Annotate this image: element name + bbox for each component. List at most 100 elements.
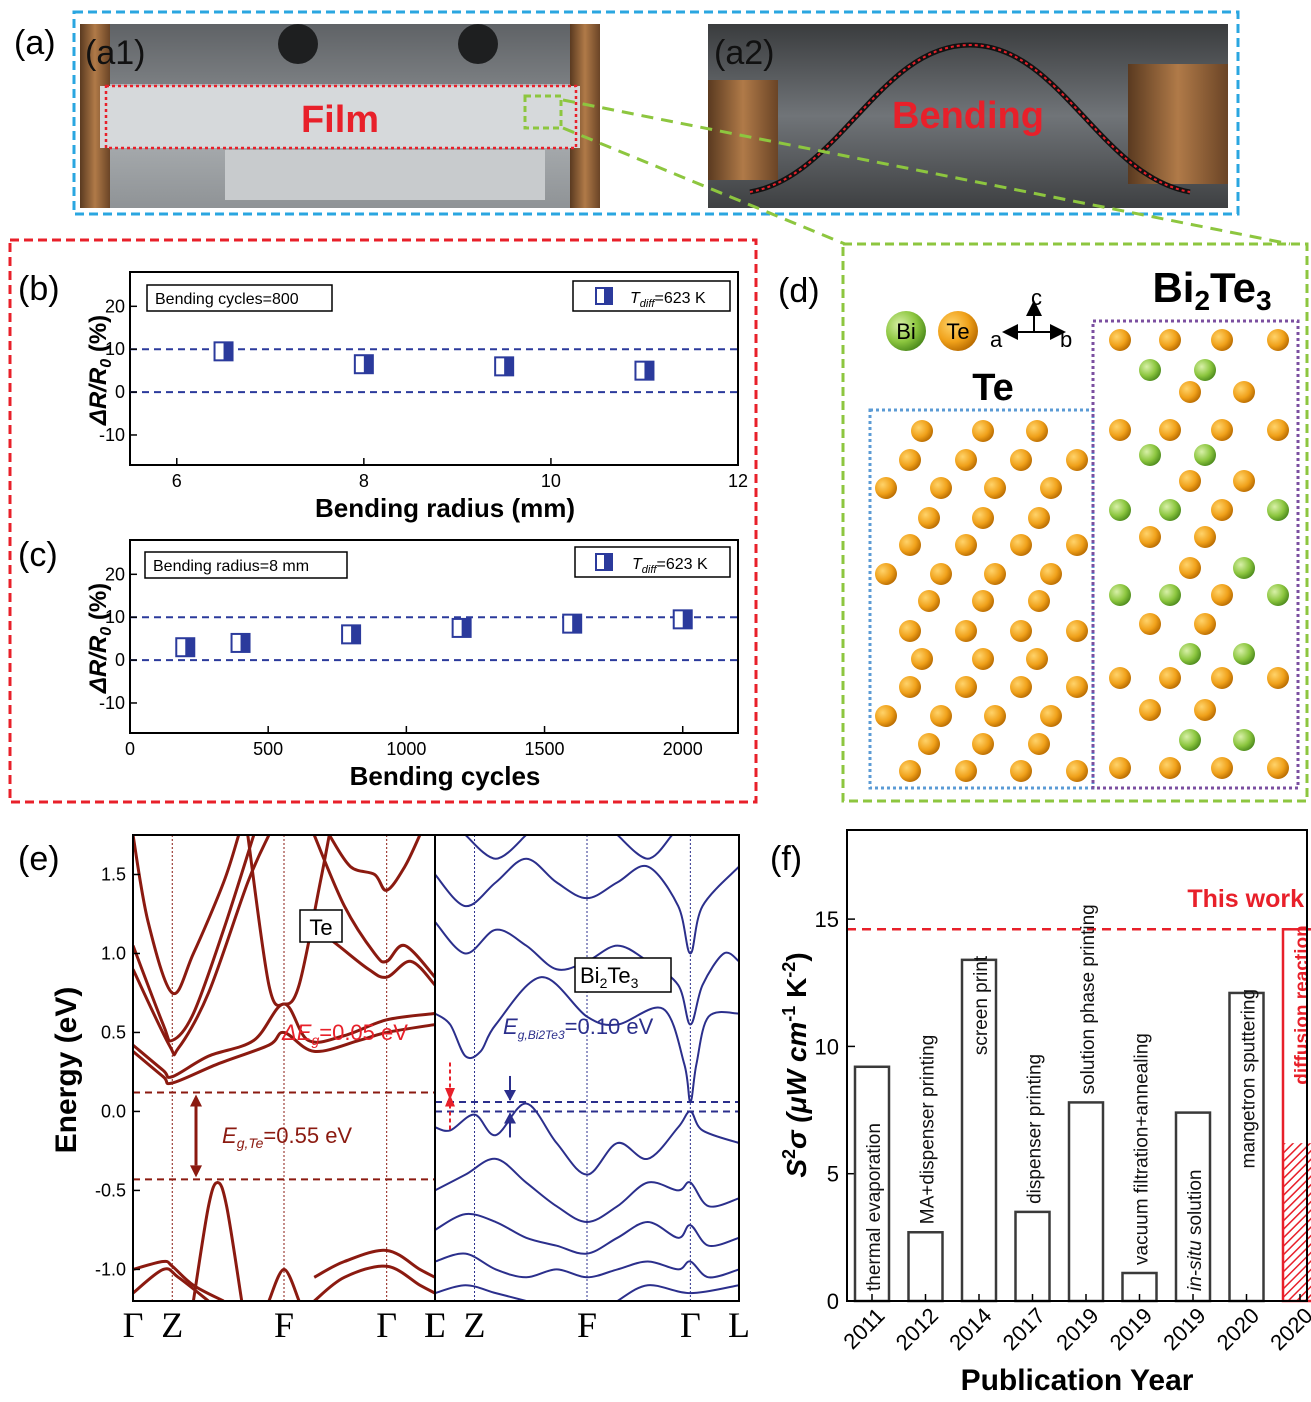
y-tick-label: -10 <box>99 693 125 713</box>
y-tick-label: 0 <box>115 650 125 670</box>
te-atom <box>1233 470 1255 492</box>
y-tick-label: 15 <box>815 907 839 932</box>
te-atom <box>972 590 994 612</box>
legend-te: Te <box>946 319 969 344</box>
y-tick-label: 20 <box>105 296 125 316</box>
film-strip <box>100 86 580 148</box>
y-axis-title: Energy (eV) <box>50 987 83 1154</box>
te-atom <box>1028 507 1050 529</box>
te-atom <box>1066 676 1088 698</box>
te-atom <box>1109 667 1131 689</box>
bi2te3-label-text: Bi2Te3 <box>580 963 639 991</box>
te-atom <box>930 477 952 499</box>
bi-atom <box>1179 643 1201 665</box>
te-atom <box>1139 613 1161 635</box>
bi-atom <box>1267 499 1289 521</box>
axis-triad: c a b <box>990 285 1072 352</box>
k-point-label: L <box>728 1305 750 1345</box>
te-atom-icon <box>938 311 978 351</box>
legend-bi: Bi <box>896 319 916 344</box>
k-point-label: F <box>577 1305 597 1345</box>
te-atom <box>1028 590 1050 612</box>
panel-d-frame <box>841 242 1309 803</box>
y-axis-title: ΔR/R0 (%) <box>85 315 115 426</box>
bi2te3-band <box>434 1284 527 1301</box>
te-atom <box>899 449 921 471</box>
te-atom <box>955 449 977 471</box>
axis-c-label: c <box>1031 285 1042 310</box>
bar-label: diffusion reaction <box>1292 925 1311 1084</box>
te-atom <box>1066 620 1088 642</box>
te-atom <box>1194 699 1216 721</box>
zoom-line-upper <box>562 98 1291 246</box>
bi-atom <box>1233 729 1255 751</box>
te-atom <box>1194 526 1216 548</box>
y-tick-label: 10 <box>105 339 125 359</box>
x-tick-label: 2000 <box>663 739 703 759</box>
te-atom <box>875 705 897 727</box>
panel-f: (f) 0 5 10 15 thermal evaporation 2011 MA+disp… <box>770 829 1311 1397</box>
data-point <box>230 632 251 653</box>
te-atom <box>984 563 1006 585</box>
te-atom <box>918 507 940 529</box>
y-tick-label: -1.0 <box>95 1259 126 1279</box>
bar-label: thermal evaporation <box>864 1123 885 1291</box>
y-tick-label: 1.5 <box>101 864 126 884</box>
te-atom <box>1066 449 1088 471</box>
te-atom <box>911 648 933 670</box>
annotation-box: Bending radius=8 mm <box>144 551 348 579</box>
panel-f-axes <box>846 829 1308 1302</box>
bar-label: mangetron sputtering <box>1239 989 1260 1169</box>
te-atom <box>918 733 940 755</box>
te-atom <box>1109 329 1131 351</box>
bi2te3-band <box>434 1212 739 1255</box>
te-band <box>313 1264 436 1301</box>
te-atom <box>1159 667 1181 689</box>
te-atom <box>1010 620 1032 642</box>
legend-text: Tdiff=623 K <box>632 556 708 576</box>
panel-bc-frame <box>8 238 758 804</box>
bi-atom <box>1109 584 1131 606</box>
annotation-box: Bending cycles=800 <box>146 284 333 312</box>
screw-hole <box>458 24 498 64</box>
bi-atom <box>1179 729 1201 751</box>
te-atom <box>930 705 952 727</box>
te-atom <box>1159 757 1181 779</box>
bi2te3-band <box>434 921 739 1026</box>
panel-d-label: (d) <box>778 272 820 310</box>
x-tick-label: 500 <box>253 739 283 759</box>
x-tick-label: 2014 <box>944 1303 996 1355</box>
x-tick-label: 2017 <box>998 1303 1050 1355</box>
this-work-label: This work <box>1187 885 1304 913</box>
te-band <box>133 1259 225 1301</box>
y-axis-title: S2σ (μW cm-1 K-2) <box>779 952 812 1177</box>
data-point <box>451 617 472 638</box>
x-axis-title: Bending cycles <box>350 761 541 791</box>
te-atom <box>899 620 921 642</box>
x-tick-label: 0 <box>125 739 135 759</box>
bi2te3-band <box>434 857 739 955</box>
te-atom <box>899 534 921 556</box>
photo-a2-label: (a2) <box>714 34 774 72</box>
panel-b: (b) 6 8 10 12 -10 0 10 20 Bending cycles=800 Td… <box>18 270 748 523</box>
k-point-label: Γ <box>680 1305 701 1345</box>
te-atom <box>955 534 977 556</box>
te-atom <box>1211 584 1233 606</box>
bar-label: MA+dispenser printing <box>918 1035 939 1225</box>
panel-c-label: (c) <box>18 536 58 574</box>
te-gap-arrow-head <box>190 1094 202 1107</box>
y-tick-label: 0.0 <box>101 1101 126 1121</box>
data-point <box>353 354 374 375</box>
bi2te3-band <box>434 1252 739 1279</box>
panel-a-frame <box>72 10 1240 216</box>
k-point-label: Γ <box>123 1305 144 1345</box>
x-tick-label: 10 <box>541 471 561 491</box>
x-axis-title: Bending radius (mm) <box>315 493 575 523</box>
atom-legend: Bi Te <box>886 311 978 351</box>
x-tick-label: 1000 <box>386 739 426 759</box>
y-tick-label: -10 <box>99 425 125 445</box>
te-atom <box>1194 613 1216 635</box>
bi-atom <box>1139 444 1161 466</box>
te-atom <box>875 477 897 499</box>
te-atom <box>1028 733 1050 755</box>
